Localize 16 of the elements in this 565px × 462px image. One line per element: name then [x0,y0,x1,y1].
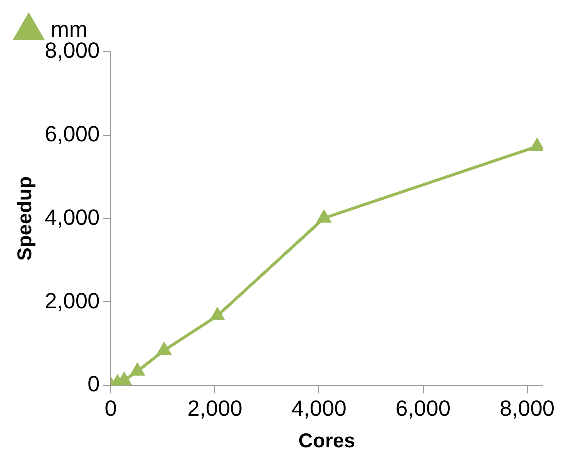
y-tick-label: 4,000 [44,204,100,230]
point [131,364,144,376]
point [318,210,331,223]
x-tick-label: 2,000 [188,396,243,421]
point [158,343,172,356]
x-axis-title: Cores [298,430,356,453]
y-tick-label: 0 [88,372,100,397]
y-tick-label: 2,000 [44,288,100,314]
x-tick-label: 8,000 [500,396,555,421]
x-tick-label: 4,000 [292,396,347,421]
y-tick-label: 6,000 [44,121,100,146]
x-tick-label: 0 [104,396,118,421]
point [530,139,543,152]
y-axis-title: Speedup [14,176,37,262]
x-tick-label: 6,000 [396,396,451,421]
point [210,308,224,320]
